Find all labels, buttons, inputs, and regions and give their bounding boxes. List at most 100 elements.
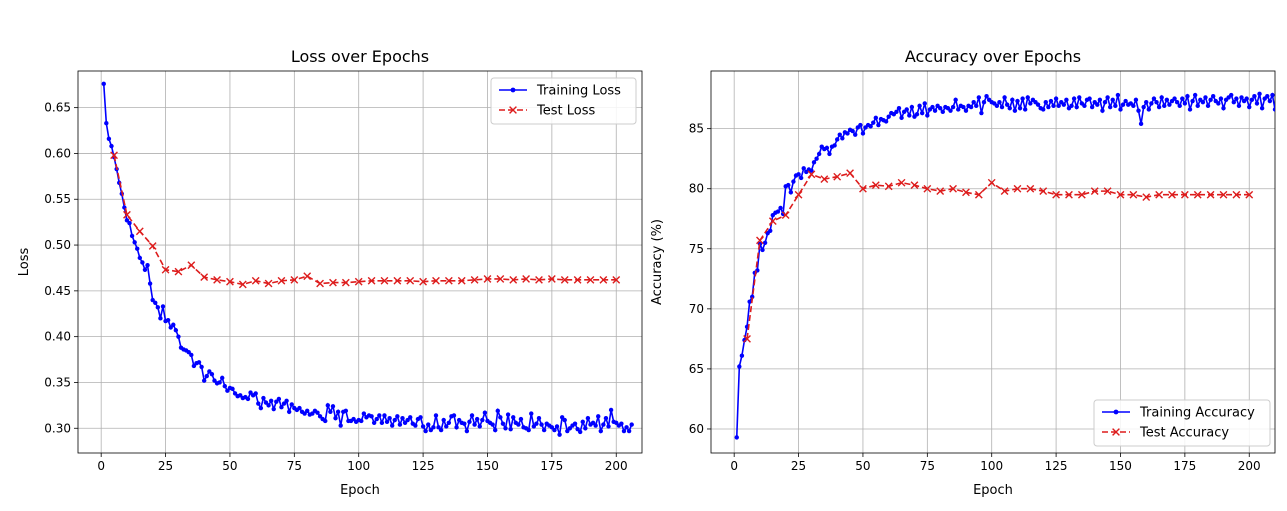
data-point xyxy=(150,297,155,303)
x-tick-label: 150 xyxy=(476,459,499,473)
data-point xyxy=(562,417,567,423)
y-tick-label: 70 xyxy=(689,302,704,316)
data-point xyxy=(871,120,876,125)
legend-marker xyxy=(1113,409,1119,415)
data-point xyxy=(846,169,854,178)
data-point xyxy=(750,294,755,300)
legend-label: Training Accuracy xyxy=(1139,406,1255,421)
data-point xyxy=(930,104,935,110)
data-point xyxy=(1162,103,1167,109)
data-point xyxy=(1048,98,1054,104)
data-point xyxy=(253,391,258,396)
data-point xyxy=(1272,107,1275,112)
data-point xyxy=(433,413,439,418)
data-point xyxy=(413,423,418,428)
data-point xyxy=(147,281,153,286)
data-point xyxy=(1267,98,1273,104)
data-point xyxy=(333,415,338,421)
data-point xyxy=(325,403,331,408)
x-tick-label: 50 xyxy=(222,459,237,473)
data-point xyxy=(768,217,777,226)
legend-box xyxy=(1093,399,1271,447)
y-axis-label: Loss xyxy=(17,248,32,277)
x-tick-label: 25 xyxy=(158,459,173,473)
data-point xyxy=(472,422,477,427)
data-point xyxy=(539,422,544,427)
data-point xyxy=(248,390,253,395)
data-point xyxy=(824,145,830,151)
data-point xyxy=(1138,121,1144,127)
data-point xyxy=(1151,96,1157,101)
data-point xyxy=(451,413,457,418)
data-point xyxy=(1007,106,1012,111)
data-point xyxy=(405,417,410,423)
data-point xyxy=(377,413,382,418)
data-point xyxy=(400,415,405,421)
x-tick-label: 75 xyxy=(920,459,935,473)
data-point xyxy=(922,101,927,106)
data-point xyxy=(286,409,292,414)
data-point xyxy=(222,383,227,389)
data-point xyxy=(1142,193,1151,202)
data-point xyxy=(1146,107,1152,112)
data-point xyxy=(1265,94,1270,99)
data-point xyxy=(577,429,583,435)
data-point xyxy=(1182,101,1188,106)
data-point xyxy=(1234,96,1239,101)
data-point xyxy=(1245,190,1254,199)
data-point xyxy=(1193,190,1202,199)
data-point xyxy=(446,420,452,425)
data-point xyxy=(956,107,961,112)
data-point xyxy=(316,279,324,288)
x-axis-label: Epoch xyxy=(340,483,380,498)
legend: Training Accuracy Test Accuracy xyxy=(1093,399,1271,447)
data-point xyxy=(529,411,534,416)
data-point xyxy=(1089,104,1095,110)
data-point xyxy=(565,428,570,434)
data-point xyxy=(979,110,984,116)
data-point xyxy=(1004,102,1010,107)
data-point xyxy=(981,100,987,105)
data-point xyxy=(274,399,279,404)
data-point xyxy=(511,415,516,420)
data-point xyxy=(110,151,118,160)
data-point xyxy=(132,240,137,245)
data-point xyxy=(462,421,467,426)
data-point xyxy=(1180,190,1189,199)
data-point xyxy=(444,424,449,429)
data-point xyxy=(1229,92,1234,98)
data-point xyxy=(743,334,751,343)
data-point xyxy=(796,172,801,177)
data-point xyxy=(858,122,863,128)
legend-box xyxy=(490,77,637,125)
data-point xyxy=(734,435,739,440)
x-tick-label: 175 xyxy=(1173,459,1196,473)
data-point xyxy=(567,426,573,431)
data-point xyxy=(354,277,363,286)
data-point xyxy=(962,188,970,197)
data-point xyxy=(1185,94,1190,99)
x-tick-label: 125 xyxy=(412,459,435,473)
data-point xyxy=(1270,92,1275,98)
data-point xyxy=(840,136,845,141)
data-point xyxy=(794,190,803,199)
data-point xyxy=(1053,96,1059,101)
data-point xyxy=(552,427,557,433)
data-point xyxy=(760,247,765,253)
data-point xyxy=(1259,106,1265,111)
data-point xyxy=(251,276,260,285)
data-point xyxy=(369,414,374,419)
x-tick-label: 200 xyxy=(1238,459,1261,473)
legend-marker xyxy=(1112,428,1120,436)
data-point xyxy=(1195,103,1200,109)
data-point xyxy=(590,420,596,425)
data-point xyxy=(1115,92,1121,98)
data-point xyxy=(516,422,521,427)
data-point xyxy=(1082,103,1087,109)
data-point xyxy=(1120,102,1126,107)
data-point xyxy=(1180,96,1185,101)
data-point xyxy=(161,265,170,274)
data-point xyxy=(1247,104,1252,110)
data-point xyxy=(106,136,112,141)
data-point xyxy=(305,408,310,414)
